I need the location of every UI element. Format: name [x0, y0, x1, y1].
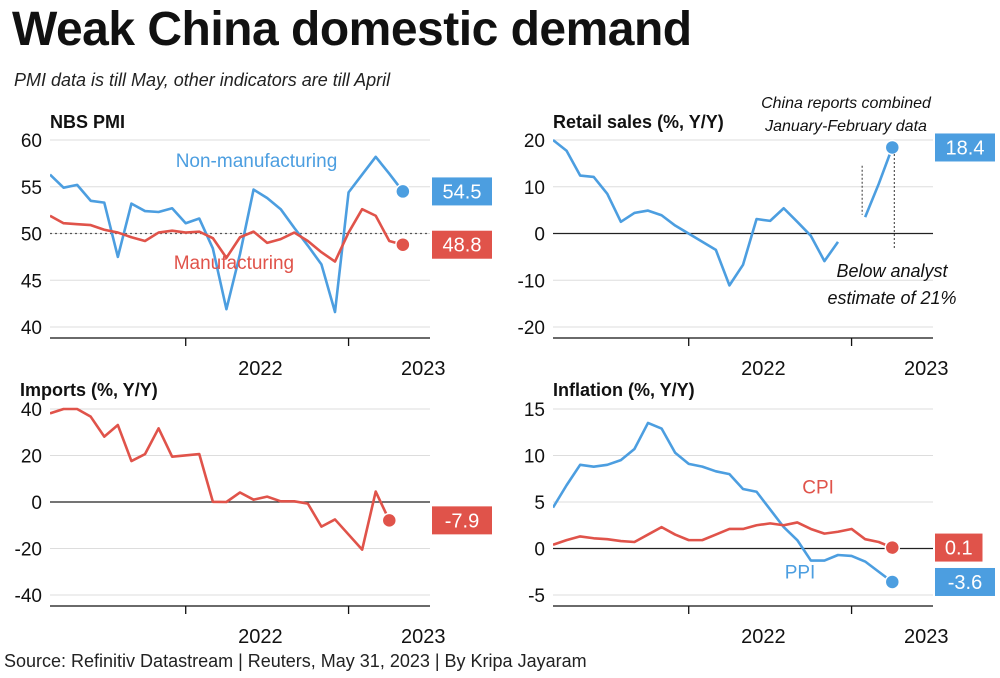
y-tick-label: 10: [524, 447, 545, 468]
series-line-segment: [863, 147, 894, 218]
end-value-label: 48.8: [443, 235, 482, 257]
chart-title: Retail sales (%, Y/Y): [553, 112, 724, 132]
y-tick-label: 20: [21, 447, 42, 468]
y-tick-label: 55: [21, 178, 42, 199]
annotation-text: Below analyst: [836, 261, 948, 281]
series-line-series-0: [553, 138, 840, 287]
series-label-ppi: PPI: [785, 562, 816, 583]
annotation-text: estimate of 21%: [827, 288, 956, 308]
y-tick-label: 45: [21, 271, 42, 292]
end-value-box: [935, 567, 995, 596]
series-line-series-0: [50, 407, 391, 551]
end-value-label: 54.5: [443, 181, 482, 203]
y-tick-label: 40: [21, 318, 42, 339]
page-title: Weak China domestic demand: [12, 3, 692, 56]
series-label-cpi: CPI: [802, 478, 834, 499]
y-tick-label: -40: [15, 586, 42, 607]
y-tick-label: 60: [21, 131, 42, 152]
x-tick-label: 2022: [741, 358, 786, 380]
series-line-manufacturing: [50, 207, 404, 263]
chart-title: NBS PMI: [50, 112, 125, 132]
y-tick-label: 0: [31, 493, 42, 514]
end-value-box: [935, 533, 983, 562]
annotation-text: China reports combined: [761, 95, 932, 112]
y-tick-label: 10: [524, 178, 545, 199]
end-value-label: 18.4: [946, 137, 985, 159]
end-point-marker: [381, 512, 398, 529]
end-value-box: [432, 230, 492, 259]
end-point-marker: [395, 236, 411, 253]
end-value-box: [432, 506, 492, 535]
series-line-ppi: [553, 421, 894, 584]
end-point-marker: [884, 574, 901, 590]
end-value-box: [935, 133, 995, 162]
y-tick-label: 15: [524, 400, 545, 421]
y-tick-label: -5: [528, 586, 545, 607]
end-point-marker: [884, 139, 901, 156]
page-subtitle: PMI data is till May, other indicators a…: [14, 70, 391, 90]
end-point-marker: [884, 539, 901, 556]
x-tick-label: 2022: [238, 626, 283, 648]
y-tick-label: -10: [518, 271, 545, 292]
x-tick-label: 2023: [401, 626, 446, 648]
end-point-marker: [395, 183, 411, 200]
y-tick-label: -20: [15, 540, 42, 561]
x-tick-label: 2022: [238, 358, 283, 380]
end-value-label: 0.1: [945, 538, 973, 560]
y-tick-label: 40: [21, 400, 42, 421]
y-tick-label: 0: [534, 540, 545, 561]
chart-title: Inflation (%, Y/Y): [553, 380, 695, 400]
y-tick-label: 0: [534, 225, 545, 246]
source-note: Source: Refinitiv Datastream | Reuters, …: [4, 651, 587, 671]
x-tick-label: 2022: [741, 626, 786, 648]
y-tick-label: 50: [21, 225, 42, 246]
chart-title: Imports (%, Y/Y): [20, 380, 158, 400]
series-line-cpi: [553, 521, 893, 549]
series-line-non-manufacturing: [50, 155, 404, 314]
x-tick-label: 2023: [401, 358, 446, 380]
annotation-text: January-February data: [764, 118, 927, 135]
y-tick-label: 20: [524, 131, 545, 152]
x-tick-label: 2023: [904, 358, 949, 380]
series-label-manufacturing: Manufacturing: [174, 253, 294, 274]
x-tick-label: 2023: [904, 626, 949, 648]
series-label-non-manufacturing: Non-manufacturing: [176, 151, 338, 172]
y-tick-label: -20: [518, 318, 545, 339]
end-value-label: -3.6: [948, 572, 982, 594]
y-tick-label: 5: [534, 493, 545, 514]
end-value-box: [432, 177, 492, 206]
end-value-label: -7.9: [445, 510, 479, 532]
